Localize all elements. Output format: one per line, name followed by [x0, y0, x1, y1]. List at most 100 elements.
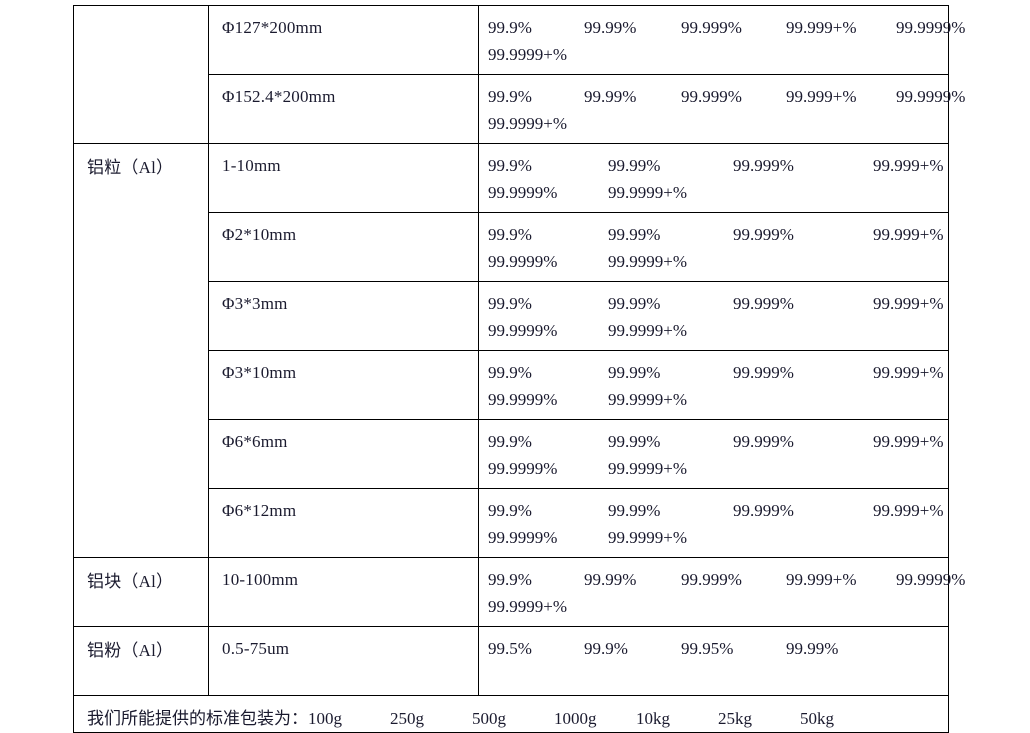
purity-cell: 99.9% 99.99% 99.999% 99.999+% 99.9999% 99.99… — [478, 419, 949, 489]
packaging-size: 25kg — [718, 709, 752, 728]
purity-line-1: 99.9% 99.99% 99.999% 99.999+% — [479, 221, 948, 248]
purity-value: 99.9999% — [488, 321, 558, 340]
purity-line-1: 99.9% 99.99% 99.999% 99.999+% — [479, 152, 948, 179]
size-cell: 10-100mm — [208, 557, 479, 627]
purity-value: 99.9999% — [488, 183, 558, 202]
purity-value: 99.999% — [733, 294, 794, 313]
purity-list: 99.9% 99.99% 99.999% 99.999+% 99.9999% 99.99… — [479, 351, 948, 419]
purity-value: 99.9999+% — [608, 321, 687, 340]
purity-line-1: 99.9% 99.99% 99.999% 99.999+% 99.9999% — [479, 566, 965, 593]
purity-value: 99.95% — [681, 639, 734, 658]
purity-value: 99.9999+% — [488, 45, 567, 64]
purity-value: 99.9999+% — [608, 183, 687, 202]
purity-list: 99.9% 99.99% 99.999% 99.999+% 99.9999% 99.99… — [479, 144, 948, 212]
purity-value: 99.99% — [608, 432, 661, 451]
purity-value: 99.9% — [488, 294, 532, 313]
table-row: 铝块（Al） 10-100mm 99.9% 99.99% 99.999% 99.999… — [73, 557, 965, 627]
purity-line-2: 99.9999% 99.9999+% — [479, 248, 948, 275]
purity-value: 99.99% — [608, 225, 661, 244]
size-cell: Φ3*10mm — [208, 350, 479, 420]
table-row-packaging-note: 我们所能提供的标准包装为：100g 250g 500g 1000g 10kg 25kg 50… — [73, 695, 949, 733]
size-label: Φ152.4*200mm — [222, 87, 336, 106]
purity-line-2 — [479, 662, 948, 689]
size-cell: 0.5-75um — [208, 626, 479, 696]
purity-value: 99.5% — [488, 639, 532, 658]
purity-cell: 99.9% 99.99% 99.999% 99.999+% 99.9999% 99.99… — [478, 5, 965, 75]
size-cell: Φ6*12mm — [208, 488, 479, 558]
size-cell: Φ6*6mm — [208, 419, 479, 489]
purity-line-1: 99.5% 99.9% 99.95% 99.99% — [479, 635, 948, 662]
purity-value: 99.999+% — [873, 294, 944, 313]
purity-value: 99.999% — [733, 225, 794, 244]
table-row: 铝粒（Al） 1-10mm 99.9% 99.99% 99.999% 99.999+%… — [73, 143, 949, 558]
product-label: 铝块（Al） — [87, 572, 174, 591]
purity-value: 99.999+% — [786, 87, 857, 106]
purity-value: 99.99% — [584, 570, 637, 589]
table-row: Φ3*10mm 99.9% 99.99% 99.999% 99.999+% 99.99… — [74, 350, 949, 420]
purity-value: 99.9% — [488, 225, 532, 244]
purity-value: 99.9% — [488, 363, 532, 382]
purity-line-1: 99.9% 99.99% 99.999% 99.999+% — [479, 290, 948, 317]
purity-value: 99.9999+% — [608, 390, 687, 409]
page-root: Φ127*200mm 99.9% 99.99% 99.999% 99.999+% 99.… — [73, 5, 966, 733]
product-label: 铝粉（Al） — [87, 641, 174, 660]
size-label: Φ6*12mm — [222, 501, 297, 520]
purity-cell: 99.9% 99.99% 99.999% 99.999+% 99.9999% 99.99… — [478, 557, 965, 627]
purity-value: 99.999+% — [873, 156, 944, 175]
purity-list: 99.5% 99.9% 99.95% 99.99% — [479, 627, 948, 695]
packaging-size: 100g — [308, 709, 342, 728]
packaging-size: 500g — [472, 709, 506, 728]
table-row: Φ6*6mm 99.9% 99.99% 99.999% 99.999+% 99.999… — [74, 419, 949, 489]
purity-value: 99.9999% — [488, 390, 558, 409]
purity-line-2: 99.9999% 99.9999+% — [479, 524, 948, 551]
size-cell: Φ3*3mm — [208, 281, 479, 351]
packaging-note: 我们所能提供的标准包装为：100g 250g 500g 1000g 10kg 25kg 50… — [74, 696, 948, 732]
purity-value: 99.9999% — [896, 18, 966, 37]
size-label: 10-100mm — [222, 570, 299, 589]
purity-value: 99.9999% — [896, 570, 966, 589]
table-row: Φ127*200mm 99.9% 99.99% 99.999% 99.999+% 99.… — [73, 5, 965, 144]
purity-value: 99.9999+% — [488, 597, 567, 616]
purity-value: 99.9% — [488, 156, 532, 175]
table-row: Φ152.4*200mm 99.9% 99.99% 99.999% 99.999+% 9… — [74, 74, 965, 144]
packaging-note-lead: 我们所能提供的标准包装为： — [87, 709, 308, 728]
table-body: Φ127*200mm 99.9% 99.99% 99.999% 99.999+% 99.… — [73, 5, 965, 733]
purity-line-2: 99.9999+% — [479, 41, 948, 68]
purity-list: 99.9% 99.99% 99.999% 99.999+% 99.9999% 99.99… — [479, 6, 965, 74]
purity-list: 99.9% 99.99% 99.999% 99.999+% 99.9999% 99.99… — [479, 558, 965, 626]
purity-value: 99.9999+% — [608, 252, 687, 271]
purity-value: 99.999+% — [873, 225, 944, 244]
purity-value: 99.9% — [488, 432, 532, 451]
purity-cell: 99.5% 99.9% 99.95% 99.99% — [478, 626, 949, 696]
size-cell: Φ127*200mm — [208, 5, 479, 75]
size-cell: Φ2*10mm — [208, 212, 479, 282]
purity-value: 99.999+% — [786, 570, 857, 589]
purity-value: 99.99% — [608, 363, 661, 382]
product-specification-table: Φ127*200mm 99.9% 99.99% 99.999% 99.999+% 99.… — [73, 5, 965, 733]
product-cell-aluminium-granule: 铝粒（Al） — [73, 143, 209, 558]
product-cell-aluminium-block: 铝块（Al） — [73, 557, 209, 627]
size-cell: Φ152.4*200mm — [208, 74, 479, 144]
product-cell-aluminium-powder: 铝粉（Al） — [73, 626, 209, 696]
purity-line-1: 99.9% 99.99% 99.999% 99.999+% — [479, 359, 948, 386]
purity-cell: 99.9% 99.99% 99.999% 99.999+% 99.9999% 99.99… — [478, 350, 949, 420]
purity-value: 99.999% — [733, 501, 794, 520]
size-label: Φ2*10mm — [222, 225, 297, 244]
product-cell-continued — [73, 5, 209, 144]
table-row: 铝粉（Al） 0.5-75um 99.5% 99.9% 99.95% 99.99% — [73, 626, 949, 696]
purity-cell: 99.9% 99.99% 99.999% 99.999+% 99.9999% 99.99… — [478, 488, 949, 558]
purity-value: 99.9999% — [488, 252, 558, 271]
purity-value: 99.9999% — [488, 459, 558, 478]
purity-value: 99.999% — [733, 156, 794, 175]
purity-value: 99.99% — [584, 87, 637, 106]
size-label: Φ3*3mm — [222, 294, 288, 313]
purity-value: 99.9% — [488, 18, 532, 37]
purity-value: 99.9999+% — [608, 528, 687, 547]
purity-value: 99.99% — [786, 639, 839, 658]
table-row: Φ3*3mm 99.9% 99.99% 99.999% 99.999+% 99.999… — [74, 281, 949, 351]
purity-value: 99.999% — [681, 570, 742, 589]
purity-value: 99.99% — [584, 18, 637, 37]
purity-value: 99.999% — [733, 363, 794, 382]
purity-line-1: 99.9% 99.99% 99.999% 99.999+% 99.9999% — [479, 83, 965, 110]
purity-value: 99.9% — [488, 87, 532, 106]
